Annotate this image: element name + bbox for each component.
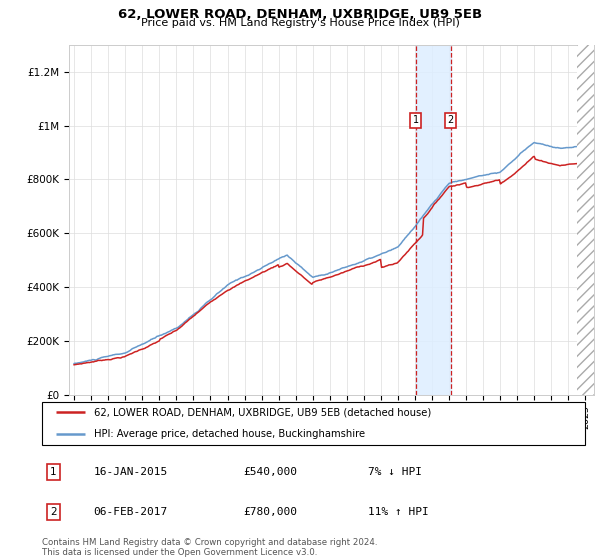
Text: 2: 2 bbox=[448, 115, 454, 125]
Text: 11% ↑ HPI: 11% ↑ HPI bbox=[368, 507, 428, 516]
Text: 1: 1 bbox=[413, 115, 419, 125]
Text: £540,000: £540,000 bbox=[243, 467, 297, 477]
Text: 7% ↓ HPI: 7% ↓ HPI bbox=[368, 467, 422, 477]
Text: 1: 1 bbox=[50, 467, 57, 477]
Text: Price paid vs. HM Land Registry's House Price Index (HPI): Price paid vs. HM Land Registry's House … bbox=[140, 18, 460, 29]
Text: 62, LOWER ROAD, DENHAM, UXBRIDGE, UB9 5EB: 62, LOWER ROAD, DENHAM, UXBRIDGE, UB9 5E… bbox=[118, 8, 482, 21]
Text: HPI: Average price, detached house, Buckinghamshire: HPI: Average price, detached house, Buck… bbox=[94, 430, 365, 439]
Text: 2: 2 bbox=[50, 507, 57, 516]
Text: 06-FEB-2017: 06-FEB-2017 bbox=[94, 507, 168, 516]
Text: £780,000: £780,000 bbox=[243, 507, 297, 516]
FancyBboxPatch shape bbox=[42, 402, 585, 445]
Bar bbox=[416, 45, 451, 395]
Bar bbox=[577, 45, 600, 395]
Text: 16-JAN-2015: 16-JAN-2015 bbox=[94, 467, 168, 477]
Text: Contains HM Land Registry data © Crown copyright and database right 2024.
This d: Contains HM Land Registry data © Crown c… bbox=[42, 538, 377, 557]
Text: 62, LOWER ROAD, DENHAM, UXBRIDGE, UB9 5EB (detached house): 62, LOWER ROAD, DENHAM, UXBRIDGE, UB9 5E… bbox=[94, 408, 431, 417]
